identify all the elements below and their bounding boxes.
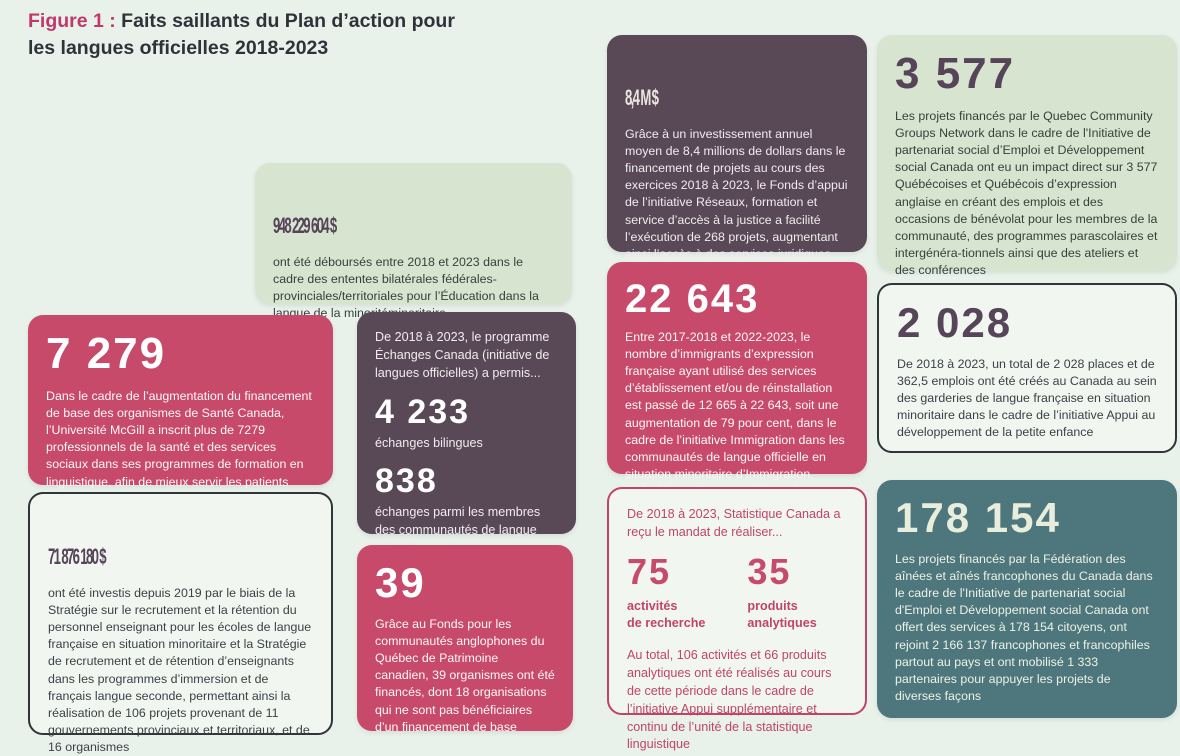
big-number-qcgn: 3 577 (895, 49, 1016, 98)
card-education: 948 229 604 $ ont été déboursés entre 20… (255, 163, 572, 320)
label-recherche: activités de recherche (627, 598, 706, 631)
big-number-immigration: 22 643 (625, 277, 760, 321)
big-number-echanges-membres: 838 (375, 462, 438, 501)
card-statcan-footer: Au total, 106 activités et 66 produits a… (627, 648, 832, 752)
big-number-patrimoine: 39 (375, 559, 426, 606)
big-number-analytiques: 35 (747, 550, 792, 592)
statcan-stat-analytiques: 35 produits analytiques (747, 550, 817, 633)
card-statcan: De 2018 à 2023, Statistique Canada a reç… (607, 487, 867, 751)
statcan-stats: 75 activités de recherche 35 produits an… (627, 550, 847, 633)
label-analytiques: produits analytiques (747, 598, 817, 631)
card-aines: 178 154 Les projets financés par la Fédé… (877, 480, 1177, 718)
big-number-enseignants: 71 876 180 $ (48, 546, 107, 570)
card-justice: 8,4 M $ Grâce à un investissement annuel… (607, 35, 867, 278)
card-garderies: 2 028 De 2018 à 2023, un total de 2 028 … (877, 283, 1177, 453)
label-echanges-bilingues: échanges bilingues (375, 435, 483, 450)
statcan-stat-recherche: 75 activités de recherche (627, 550, 706, 633)
big-number-aines: 178 154 (895, 494, 1061, 541)
big-number-recherche: 75 (627, 550, 672, 592)
big-number-sante: 7 279 (46, 329, 167, 378)
figure-label: Figure 1 : (28, 10, 116, 32)
card-qcgn-text: Les projets financés par le Quebec Commu… (895, 109, 1158, 277)
card-patrimoine-text: Grâce au Fonds pour les communautés angl… (375, 617, 555, 734)
big-number-echanges-bilingues: 4 233 (375, 392, 471, 431)
card-enseignants: 71 876 180 $ ont été investis depuis 201… (28, 492, 333, 754)
card-echanges: De 2018 à 2023, le programme Échanges Ca… (357, 312, 576, 555)
big-number-education: 948 229 604 $ (273, 215, 337, 239)
card-statcan-intro: De 2018 à 2023, Statistique Canada a reç… (627, 507, 841, 539)
figure-title-text: Faits saillants du Plan d’action pour le… (28, 10, 455, 60)
card-aines-text: Les projets financés par la Fédération d… (895, 552, 1153, 703)
card-echanges-intro: De 2018 à 2023, le programme Échanges Ca… (375, 330, 550, 380)
card-sante: 7 279 Dans le cadre de l’augmentation du… (28, 315, 333, 506)
card-immigration-text: Entre 2017-2018 et 2022-2023, le nombre … (625, 330, 845, 498)
card-qcgn: 3 577 Les projets financés par le Quebec… (877, 35, 1177, 277)
card-sante-text: Dans le cadre de l’augmentation du finan… (46, 389, 312, 506)
card-immigration: 22 643 Entre 2017-2018 et 2022-2023, le … (607, 262, 867, 498)
big-number-garderies: 2 028 (897, 299, 1013, 346)
card-justice-text: Grâce à un investissement annuel moyen d… (625, 127, 848, 278)
card-garderies-text: De 2018 à 2023, un total de 2 028 places… (897, 357, 1157, 440)
big-number-justice: 8,4 M $ (625, 87, 659, 111)
figure-title: Figure 1 : Faits saillants du Plan d’act… (28, 8, 458, 63)
card-enseignants-text: ont été investis depuis 2019 par le biai… (48, 586, 312, 754)
card-patrimoine: 39 Grâce au Fonds pour les communautés a… (357, 545, 573, 734)
